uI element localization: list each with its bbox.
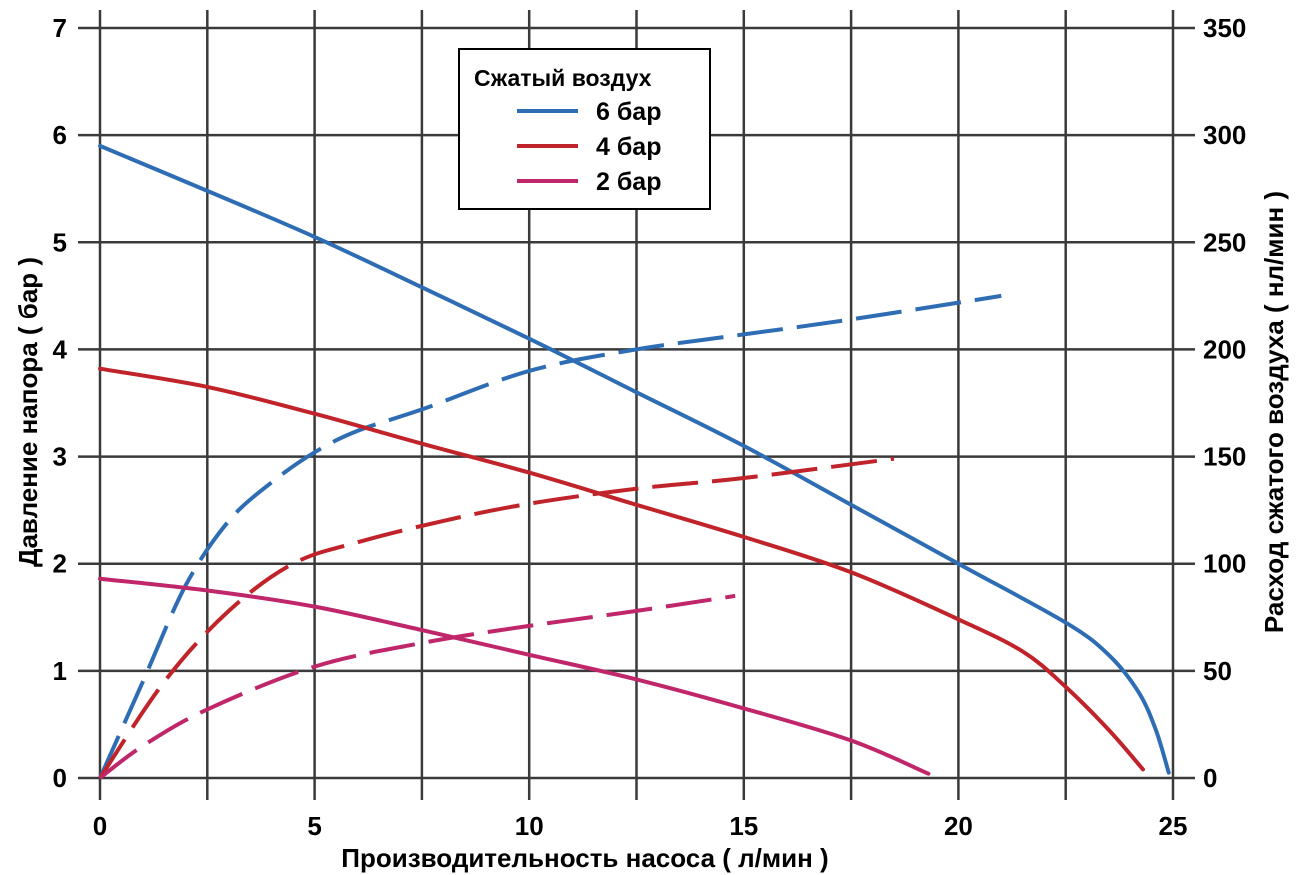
legend-label: 2 бар [596,168,661,196]
air-flow-curve-2-бар [98,593,736,780]
y-tick-label: 7 [53,13,67,43]
pressure-curve-2-бар [98,576,931,776]
y2-tick-label: 250 [1203,227,1246,257]
y-tick-label: 4 [53,334,68,364]
legend-box [458,48,711,210]
y2-axis-label: Расход сжатого воздуха ( нл/мин ) [1259,191,1289,633]
curves [98,143,1171,780]
y2-tick-label: 0 [1203,763,1217,793]
y-tick-label: 6 [53,120,67,150]
pressure-curve-4-бар [98,366,1145,772]
y-axis-label: Давление напора ( бар ) [13,257,43,567]
legend-label: 6 бар [596,98,661,126]
x-tick-label: 5 [307,811,321,841]
y2-tick-label: 150 [1203,442,1246,472]
y2-tick-label: 300 [1203,120,1246,150]
x-tick-label: 15 [729,811,758,841]
x-tick-label: 25 [1159,811,1188,841]
x-axis-label: Производительность насоса ( л/мин ) [341,843,828,873]
x-tick-label: 0 [93,811,107,841]
legend: Сжатый воздух 6 бар 4 бар 2 бар [458,48,711,210]
x-tick-label: 10 [515,811,544,841]
y2-tick-label: 50 [1203,656,1232,686]
y-tick-label: 3 [53,442,67,472]
y-tick-labels: 0 1 2 3 4 5 6 7 [53,13,68,793]
y-tick-label: 2 [53,549,67,579]
y2-tick-label: 350 [1203,13,1246,43]
y2-tick-label: 100 [1203,549,1246,579]
y-tick-label: 0 [53,763,67,793]
pressure-curve-6-бар [98,143,1171,775]
air-flow-curve-6-бар [98,293,1002,779]
legend-title: Сжатый воздух [474,65,652,91]
air-flow-curve-4-бар [98,456,895,780]
y-tick-label: 1 [53,656,67,686]
y2-tick-labels: 0 50 100 150 200 250 300 350 [1203,13,1246,793]
x-tick-label: 20 [944,811,973,841]
y2-tick-label: 200 [1203,334,1246,364]
y-tick-label: 5 [53,227,67,257]
legend-label: 4 бар [596,133,661,161]
x-tick-labels: 0 5 10 15 20 25 [93,811,1188,841]
